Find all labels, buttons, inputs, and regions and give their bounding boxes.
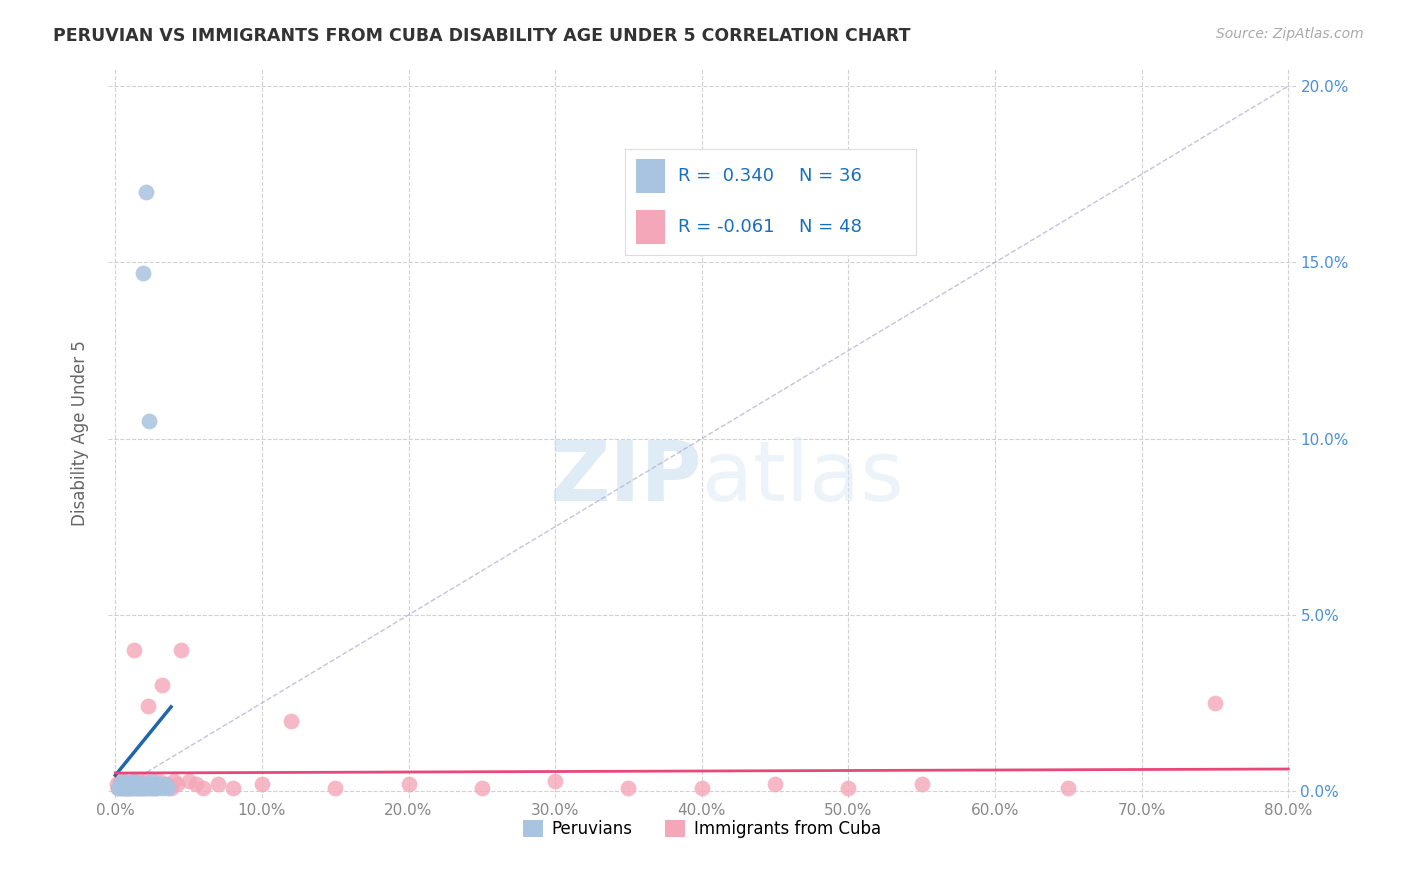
Point: [134, 773, 156, 788]
Point: [193, 780, 215, 795]
Point: [120, 777, 142, 791]
Point: [141, 777, 163, 791]
Point: [145, 780, 167, 795]
Point: [124, 773, 146, 788]
Point: [150, 678, 173, 692]
Point: [1057, 780, 1080, 795]
Point: [108, 773, 131, 788]
Point: [160, 780, 183, 795]
Point: [127, 780, 149, 795]
Point: [143, 777, 166, 791]
Point: [110, 780, 132, 795]
Point: [166, 777, 188, 791]
Point: [120, 780, 142, 795]
Point: [148, 777, 170, 791]
Point: [135, 777, 157, 791]
Point: [117, 780, 139, 795]
Point: [124, 643, 146, 657]
Point: [156, 777, 179, 791]
Point: [207, 777, 229, 791]
Point: [138, 414, 160, 428]
Point: [111, 777, 134, 791]
Point: [108, 777, 131, 791]
Point: [177, 773, 200, 788]
Point: [132, 780, 155, 795]
Point: [111, 780, 134, 795]
Point: [398, 777, 420, 791]
Point: [136, 780, 159, 795]
Point: [911, 777, 934, 791]
Point: [153, 777, 176, 791]
Point: [127, 777, 149, 791]
Point: [111, 780, 134, 795]
Point: [763, 777, 786, 791]
Point: [115, 777, 138, 791]
Point: [114, 777, 136, 791]
Point: [163, 773, 186, 788]
Point: [170, 643, 193, 657]
Point: [157, 780, 180, 795]
Point: [142, 780, 165, 795]
Point: [125, 777, 148, 791]
Point: [132, 777, 155, 791]
Point: [122, 780, 145, 795]
Point: [617, 780, 640, 795]
Point: [129, 780, 152, 795]
Point: [118, 780, 141, 795]
Point: [837, 780, 859, 795]
Point: [1204, 696, 1226, 710]
Point: [136, 699, 159, 714]
Legend: Peruvians, Immigrants from Cuba: Peruvians, Immigrants from Cuba: [516, 813, 887, 845]
Point: [323, 780, 346, 795]
Point: [141, 773, 163, 788]
Point: [122, 773, 145, 788]
Point: [114, 780, 136, 795]
Point: [129, 777, 152, 791]
Text: PERUVIAN VS IMMIGRANTS FROM CUBA DISABILITY AGE UNDER 5 CORRELATION CHART: PERUVIAN VS IMMIGRANTS FROM CUBA DISABIL…: [53, 27, 911, 45]
Point: [544, 773, 567, 788]
Point: [115, 780, 138, 795]
Point: [221, 780, 243, 795]
Point: [125, 780, 148, 795]
Point: [131, 777, 153, 791]
Point: [107, 780, 129, 795]
Point: [117, 777, 139, 791]
Point: [134, 780, 156, 795]
Point: [131, 780, 153, 795]
Point: [132, 266, 155, 280]
Text: ZIP: ZIP: [550, 436, 702, 517]
Point: [128, 773, 150, 788]
Point: [112, 773, 135, 788]
Point: [690, 780, 713, 795]
Point: [107, 780, 129, 795]
Point: [135, 185, 157, 199]
Point: [139, 780, 162, 795]
Point: [184, 777, 207, 791]
Point: [148, 773, 170, 788]
Point: [250, 777, 273, 791]
Point: [105, 777, 128, 791]
Point: [118, 777, 141, 791]
Point: [114, 780, 136, 795]
Y-axis label: Disability Age Under 5: Disability Age Under 5: [72, 341, 89, 526]
Point: [280, 714, 302, 728]
Point: [145, 780, 167, 795]
Point: [150, 780, 173, 795]
Text: Source: ZipAtlas.com: Source: ZipAtlas.com: [1216, 27, 1364, 41]
Point: [110, 777, 132, 791]
Point: [112, 773, 135, 788]
Point: [128, 780, 150, 795]
Point: [471, 780, 494, 795]
Point: [138, 777, 160, 791]
Text: atlas: atlas: [702, 436, 904, 517]
